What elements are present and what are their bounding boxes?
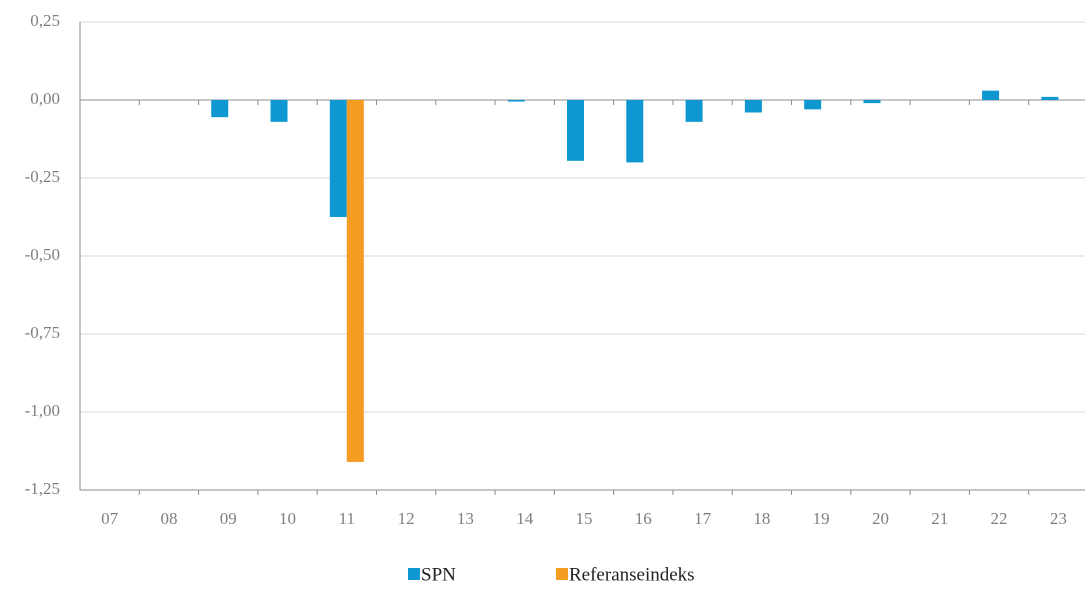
y-tick-label: -0,25 bbox=[25, 167, 60, 186]
x-tick-label: 22 bbox=[991, 509, 1008, 528]
x-tick-label: 10 bbox=[279, 509, 296, 528]
y-tick-label: 0,00 bbox=[30, 89, 60, 108]
bar bbox=[507, 100, 525, 102]
legend: SPN Referanseindeks bbox=[408, 564, 695, 585]
y-tick-label: -0,50 bbox=[25, 245, 60, 264]
x-tick-label: 17 bbox=[694, 509, 712, 528]
legend-label: SPN bbox=[421, 564, 456, 585]
bar bbox=[744, 100, 762, 113]
bar bbox=[270, 100, 288, 122]
bar bbox=[626, 100, 644, 163]
bar bbox=[804, 100, 822, 110]
x-tick-label: 20 bbox=[872, 509, 889, 528]
legend-label: Referanseindeks bbox=[569, 564, 695, 585]
bar bbox=[863, 100, 881, 104]
x-tick-label: 23 bbox=[1050, 509, 1067, 528]
y-tick-label: 0,25 bbox=[30, 11, 60, 30]
x-tick-label: 16 bbox=[635, 509, 652, 528]
x-tick-label: 15 bbox=[576, 509, 593, 528]
x-tick-label: 14 bbox=[516, 509, 534, 528]
bar bbox=[982, 90, 1000, 100]
x-tick-label: 09 bbox=[220, 509, 237, 528]
y-tick-label: -1,00 bbox=[25, 401, 60, 420]
x-tick-label: 08 bbox=[160, 509, 177, 528]
legend-swatch bbox=[556, 568, 568, 580]
bar bbox=[685, 100, 703, 122]
bar bbox=[1041, 96, 1059, 100]
y-tick-label: -1,25 bbox=[25, 479, 60, 498]
x-tick-label: 21 bbox=[931, 509, 948, 528]
legend-swatch bbox=[408, 568, 420, 580]
x-tick-label: 18 bbox=[753, 509, 770, 528]
x-tick-label: 11 bbox=[339, 509, 355, 528]
x-tick-label: 12 bbox=[398, 509, 415, 528]
y-tick-label: -0,75 bbox=[25, 323, 60, 342]
bar bbox=[346, 100, 364, 462]
bar bbox=[329, 100, 347, 217]
bar bbox=[211, 100, 229, 118]
bar bbox=[567, 100, 584, 161]
x-tick-label: 07 bbox=[101, 509, 119, 528]
x-tick-label: 13 bbox=[457, 509, 474, 528]
x-tick-label: 19 bbox=[813, 509, 830, 528]
